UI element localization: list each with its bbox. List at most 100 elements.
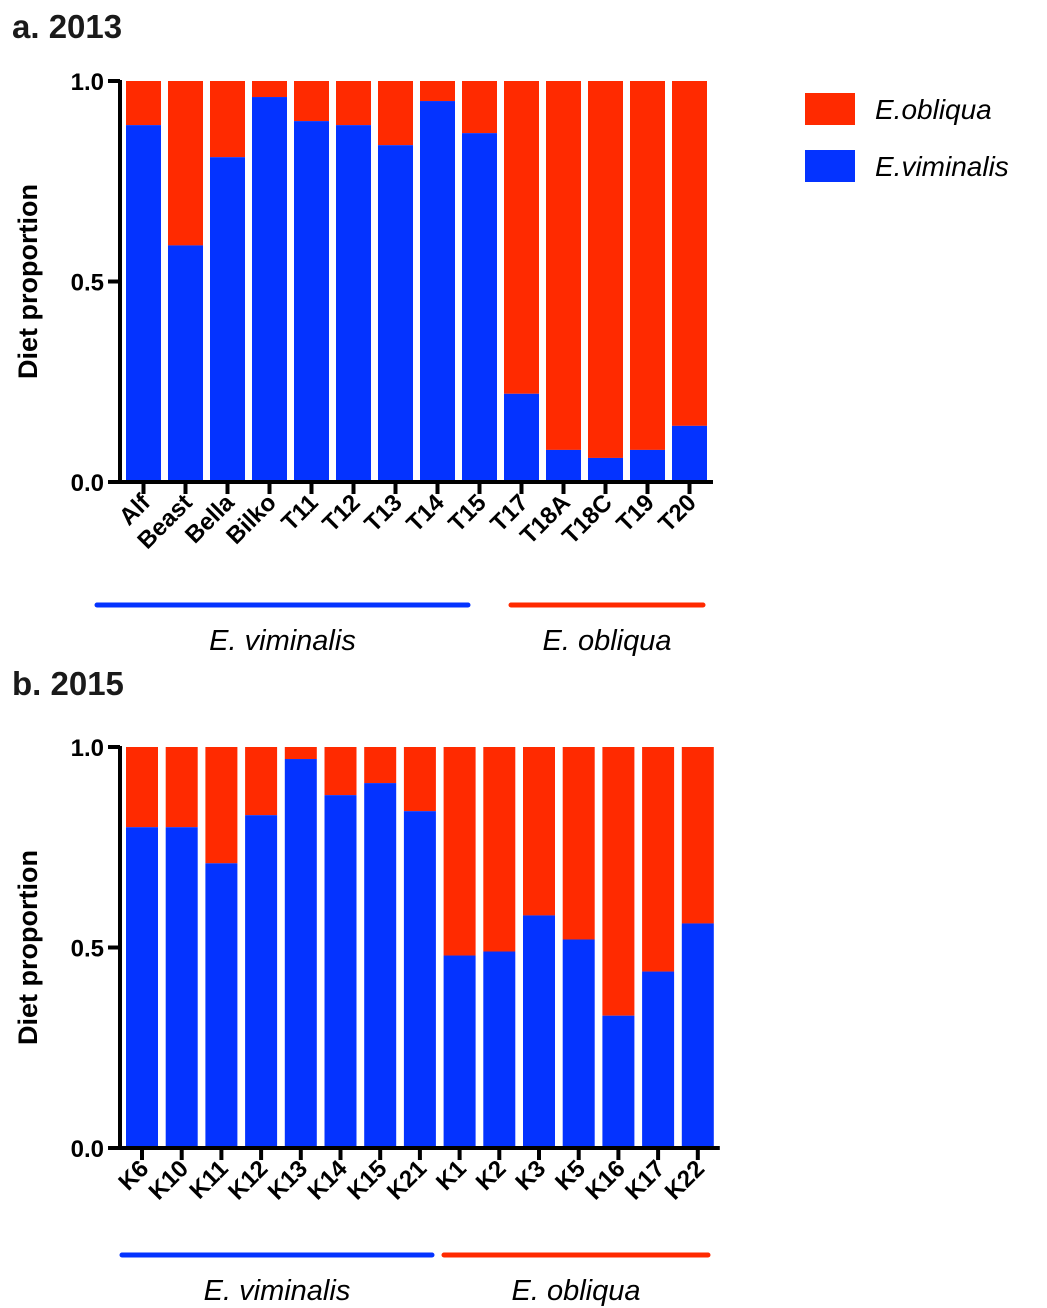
bar-obliqua-K21 — [403, 747, 436, 812]
bar-obliqua-K15 — [364, 747, 397, 784]
x-tick-label: T15 — [443, 489, 491, 537]
panel-title: b. 2015 — [12, 665, 124, 702]
x-tick-label: K22 — [660, 1155, 710, 1205]
x-tick-label: T14 — [401, 489, 450, 538]
bar-viminalis-T20 — [672, 425, 707, 482]
y-axis-label: Diet proportion — [13, 184, 43, 379]
chart-panel-b: b. 20150.00.51.0K6K10K11K12K13K14K15K21K… — [12, 665, 720, 1307]
panel-title: a. 2013 — [12, 8, 122, 45]
bar-viminalis-K16 — [602, 1015, 635, 1148]
x-tick-label: K14 — [303, 1155, 354, 1206]
bar-viminalis-K3 — [523, 915, 555, 1148]
x-tick-label: K2 — [471, 1155, 512, 1196]
bar-obliqua-T19 — [630, 81, 665, 450]
x-tick-label: T12 — [317, 489, 365, 537]
bar-viminalis-K10 — [165, 827, 198, 1148]
bar-viminalis-K17 — [642, 971, 675, 1148]
bar-obliqua-K11 — [205, 747, 238, 864]
bar-obliqua-K1 — [443, 747, 476, 956]
y-tick-label: 0.0 — [71, 1136, 104, 1163]
bar-viminalis-T18C — [588, 457, 623, 482]
bar-viminalis-T19 — [630, 449, 665, 482]
y-axis-label: Diet proportion — [13, 850, 43, 1045]
bar-obliqua-T18C — [588, 81, 623, 458]
bar-viminalis-Beast — [168, 245, 203, 482]
x-tick-label: K21 — [382, 1155, 432, 1205]
bar-obliqua-K3 — [523, 747, 555, 916]
bar-viminalis-K15 — [364, 783, 397, 1148]
y-tick-label: 0.5 — [71, 270, 104, 297]
bar-obliqua-K17 — [642, 747, 675, 972]
x-tick-label: T19 — [611, 489, 659, 537]
x-tick-label: Bilko — [221, 489, 282, 550]
bar-obliqua-K13 — [284, 747, 317, 760]
x-tick-label: T13 — [359, 489, 407, 537]
group-label: E. obliqua — [543, 625, 672, 657]
bar-viminalis-T18A — [546, 449, 581, 482]
bar-obliqua-Beast — [168, 81, 203, 246]
x-tick-label: T20 — [653, 489, 701, 537]
bar-viminalis-K22 — [681, 923, 714, 1148]
chart-panel-a: a. 20130.00.51.0AlfBeastBellaBilkoT11T12… — [12, 8, 713, 657]
bar-obliqua-T18A — [546, 81, 581, 450]
y-tick-label: 0.5 — [71, 936, 104, 963]
x-tick-label: K17 — [620, 1155, 670, 1205]
bar-obliqua-K22 — [681, 747, 714, 924]
legend-label: E.viminalis — [875, 151, 1009, 182]
x-tick-label: T11 — [276, 489, 323, 536]
bar-viminalis-T12 — [336, 125, 371, 483]
bar-obliqua-K12 — [245, 747, 278, 816]
x-tick-label: K11 — [184, 1155, 233, 1204]
group-label: E. viminalis — [204, 1275, 351, 1307]
bar-viminalis-T11 — [294, 121, 329, 482]
legend-swatch — [805, 150, 855, 182]
legend-label: E.obliqua — [875, 94, 992, 125]
x-tick-label: K15 — [342, 1155, 392, 1205]
bar-obliqua-Bella — [210, 81, 245, 158]
y-tick-label: 0.0 — [71, 470, 104, 497]
group-label: E. viminalis — [209, 625, 356, 657]
bar-viminalis-K21 — [403, 811, 436, 1148]
x-tick-label: K1 — [431, 1155, 472, 1196]
x-tick-label: K13 — [263, 1155, 313, 1205]
bar-viminalis-K5 — [562, 939, 595, 1148]
x-tick-label: K10 — [144, 1155, 194, 1205]
bar-viminalis-K13 — [284, 759, 317, 1148]
bar-viminalis-T15 — [462, 133, 497, 482]
bar-obliqua-K16 — [602, 747, 635, 1016]
bar-viminalis-K12 — [245, 815, 278, 1148]
bar-obliqua-K6 — [126, 747, 158, 828]
x-tick-label: K12 — [223, 1155, 273, 1205]
bar-obliqua-Bilko — [252, 81, 287, 98]
bar-viminalis-T14 — [420, 101, 455, 483]
legend-swatch — [805, 93, 855, 125]
bar-viminalis-K1 — [443, 955, 476, 1148]
bar-obliqua-K5 — [562, 747, 595, 940]
bar-obliqua-K2 — [483, 747, 516, 952]
y-tick-label: 1.0 — [71, 69, 104, 96]
x-tick-label: K16 — [580, 1155, 630, 1205]
bar-obliqua-K14 — [324, 747, 357, 796]
bar-viminalis-K11 — [205, 863, 238, 1148]
x-tick-label: T18C — [557, 489, 618, 550]
bar-viminalis-T17 — [504, 393, 539, 482]
bar-obliqua-T11 — [294, 81, 329, 122]
bar-obliqua-T17 — [504, 81, 539, 394]
bar-viminalis-K14 — [324, 795, 357, 1148]
bar-obliqua-T13 — [378, 81, 413, 146]
bar-obliqua-K10 — [165, 747, 198, 828]
y-tick-label: 1.0 — [71, 735, 104, 762]
bar-viminalis-T13 — [378, 145, 413, 482]
bar-viminalis-Bella — [210, 157, 245, 482]
bar-viminalis-K2 — [483, 951, 516, 1148]
bar-viminalis-Alf — [126, 125, 161, 483]
bar-viminalis-K6 — [126, 827, 158, 1148]
legend: E.obliqua E.viminalis — [805, 93, 1009, 182]
bar-obliqua-Alf — [126, 81, 161, 126]
bar-obliqua-T20 — [672, 81, 707, 426]
group-label: E. obliqua — [512, 1275, 641, 1307]
bar-obliqua-T14 — [420, 81, 455, 102]
x-tick-label: K3 — [510, 1155, 551, 1196]
bar-obliqua-T15 — [462, 81, 497, 134]
